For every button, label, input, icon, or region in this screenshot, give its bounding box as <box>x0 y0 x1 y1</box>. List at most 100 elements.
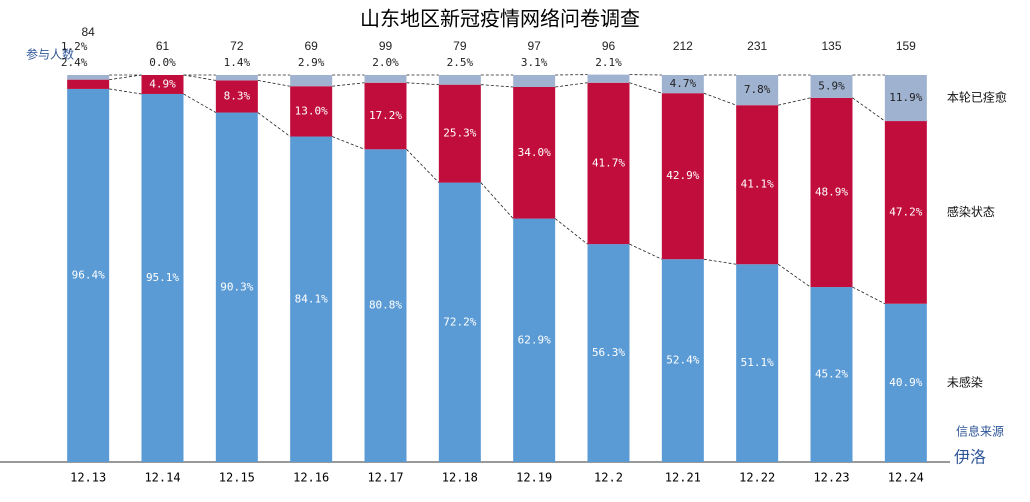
connector <box>852 97 886 122</box>
bar-segment <box>884 75 927 122</box>
bar-segment <box>364 82 407 150</box>
data-label: 17.2% <box>369 109 402 122</box>
bar-segment <box>587 74 630 83</box>
bar-segment <box>736 105 779 265</box>
bar-segment <box>736 75 779 106</box>
connector <box>183 93 217 113</box>
bar-segment <box>438 182 481 462</box>
connector <box>109 88 142 95</box>
bar-segment <box>438 84 481 183</box>
bar-segment <box>810 287 853 462</box>
connector <box>480 84 514 88</box>
count-label: 84 <box>81 25 95 39</box>
series-name: 感染状态 <box>947 204 995 219</box>
series-name: 未感染 <box>947 374 983 389</box>
connector <box>257 80 291 87</box>
data-label: 90.3% <box>220 280 253 293</box>
count-label: 231 <box>747 39 767 53</box>
brand: 伊洛 <box>954 448 986 467</box>
connector <box>555 82 588 88</box>
data-label: 95.1% <box>146 271 179 284</box>
connector <box>332 136 365 150</box>
bar-segment <box>661 75 704 94</box>
data-label: 84.1% <box>295 292 328 305</box>
connector <box>554 218 588 245</box>
bar-segment <box>215 75 258 81</box>
bar-segment <box>67 88 110 462</box>
data-label: 11.9% <box>889 91 922 104</box>
bar-segment <box>736 264 779 462</box>
bar-segment <box>587 82 630 245</box>
bar-segment <box>513 218 556 462</box>
connector <box>629 243 663 260</box>
data-label: 5.9% <box>818 79 845 92</box>
bar-segment <box>141 93 184 462</box>
data-label: 7.8% <box>744 83 771 96</box>
data-label: 2.9% <box>298 56 325 69</box>
connector <box>703 92 737 106</box>
bar-segment <box>810 97 853 288</box>
data-label: 1.2% <box>61 40 88 53</box>
count-label: 69 <box>304 39 318 53</box>
x-tick-label: 12.23 <box>813 471 849 485</box>
bar-segment <box>513 75 556 87</box>
data-label: 51.1% <box>741 356 774 369</box>
connector <box>332 82 365 87</box>
data-label: 47.2% <box>889 205 922 218</box>
bar-segment <box>290 86 333 137</box>
x-tick-label: 12.13 <box>70 471 106 485</box>
data-label: 4.9% <box>149 77 176 90</box>
data-label: 1.4% <box>224 56 251 69</box>
count-label: 79 <box>453 39 467 53</box>
count-label: 61 <box>156 39 170 53</box>
x-tick-label: 12.19 <box>516 471 552 485</box>
x-tick-label: 12.17 <box>367 471 403 485</box>
data-label: 0.0% <box>149 56 176 69</box>
data-label: 52.4% <box>666 354 699 367</box>
data-label: 72.2% <box>443 315 476 328</box>
bar-segment <box>438 75 481 85</box>
bar-segment <box>661 93 704 260</box>
connector <box>852 286 886 305</box>
connector <box>480 182 514 219</box>
connector <box>406 149 440 183</box>
bar-segment <box>810 75 853 98</box>
data-label: 2.5% <box>447 56 474 69</box>
bar-segment <box>587 244 630 462</box>
count-label: 参与人数 <box>26 47 74 62</box>
bar-segment <box>67 75 110 80</box>
data-label: 45.2% <box>815 368 848 381</box>
data-label: 2.0% <box>372 56 399 69</box>
connector <box>778 97 811 106</box>
source: 信息来源 <box>956 424 1004 439</box>
bar-segment <box>290 136 333 462</box>
connector <box>109 74 142 81</box>
data-label: 48.9% <box>815 185 848 198</box>
x-tick-label: 12.24 <box>888 471 924 485</box>
data-label: 3.1% <box>521 56 548 69</box>
data-label: 34.0% <box>518 146 551 159</box>
bar-segment <box>661 259 704 462</box>
x-tick-label: 12.15 <box>219 471 255 485</box>
data-label: 56.3% <box>592 346 625 359</box>
count-label: 212 <box>673 39 693 53</box>
connector <box>183 74 216 81</box>
count-label: 97 <box>527 39 541 53</box>
data-label: 2.4% <box>61 56 88 69</box>
x-tick-label: 12.2 <box>594 471 623 485</box>
data-label: 25.3% <box>443 127 476 140</box>
data-label: 40.9% <box>889 376 922 389</box>
bar-segment <box>513 86 556 219</box>
bar-segment <box>215 80 258 113</box>
bar-segment <box>290 75 333 87</box>
connector <box>406 82 439 86</box>
x-tick-label: 12.14 <box>144 471 180 485</box>
bar-segment <box>215 112 258 462</box>
chart-title: 山东地区新冠疫情网络问卷调查 <box>360 7 640 31</box>
count-label: 72 <box>230 39 244 53</box>
count-label: 135 <box>821 39 841 53</box>
x-tick-label: 12.16 <box>293 471 329 485</box>
x-tick-label: 12.18 <box>442 471 478 485</box>
data-label: 41.7% <box>592 156 625 169</box>
